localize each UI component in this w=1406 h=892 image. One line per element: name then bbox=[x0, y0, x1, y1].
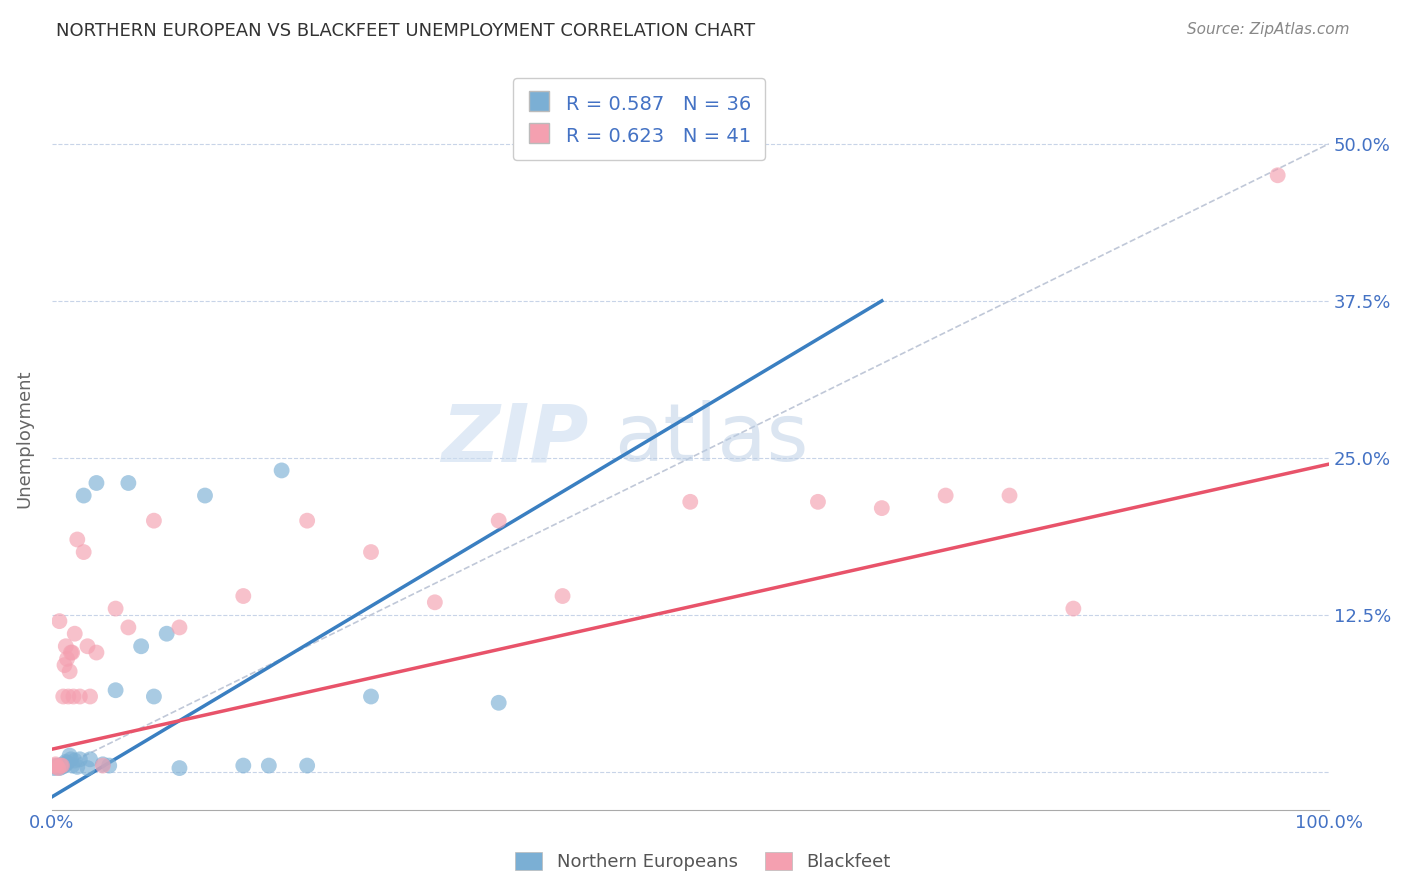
Point bbox=[52, 757, 75, 772]
Point bbox=[59, 665, 82, 679]
Point bbox=[48, 614, 70, 628]
Point bbox=[59, 748, 82, 763]
Point bbox=[45, 757, 67, 772]
Point bbox=[55, 755, 77, 769]
Point bbox=[76, 640, 98, 654]
Point bbox=[49, 758, 72, 772]
Point bbox=[63, 626, 86, 640]
Point bbox=[73, 545, 96, 559]
Point bbox=[807, 495, 830, 509]
Point bbox=[117, 475, 139, 490]
Point bbox=[44, 758, 66, 772]
Point bbox=[53, 758, 76, 772]
Point bbox=[194, 489, 217, 503]
Point bbox=[44, 761, 66, 775]
Point bbox=[142, 514, 165, 528]
Point bbox=[53, 658, 76, 673]
Point bbox=[1062, 601, 1084, 615]
Point bbox=[66, 760, 89, 774]
Legend: R = 0.587   N = 36, R = 0.623   N = 41: R = 0.587 N = 36, R = 0.623 N = 41 bbox=[513, 78, 765, 160]
Point bbox=[169, 620, 191, 634]
Point bbox=[1267, 168, 1289, 182]
Point bbox=[232, 758, 254, 772]
Point bbox=[56, 652, 79, 666]
Point bbox=[679, 495, 702, 509]
Point bbox=[60, 758, 83, 772]
Point bbox=[91, 757, 114, 772]
Point bbox=[55, 640, 77, 654]
Point bbox=[66, 533, 89, 547]
Point bbox=[360, 690, 382, 704]
Text: NORTHERN EUROPEAN VS BLACKFEET UNEMPLOYMENT CORRELATION CHART: NORTHERN EUROPEAN VS BLACKFEET UNEMPLOYM… bbox=[56, 22, 755, 40]
Point bbox=[58, 690, 80, 704]
Legend: Northern Europeans, Blackfeet: Northern Europeans, Blackfeet bbox=[508, 845, 898, 879]
Point bbox=[51, 758, 73, 772]
Point bbox=[63, 754, 86, 768]
Point bbox=[488, 696, 510, 710]
Point bbox=[56, 756, 79, 770]
Point bbox=[129, 640, 152, 654]
Point bbox=[142, 690, 165, 704]
Point bbox=[51, 760, 73, 774]
Point bbox=[169, 761, 191, 775]
Text: ZIP: ZIP bbox=[440, 400, 588, 478]
Point bbox=[295, 758, 318, 772]
Point bbox=[69, 690, 91, 704]
Point bbox=[488, 514, 510, 528]
Point bbox=[79, 752, 101, 766]
Point bbox=[45, 760, 67, 774]
Point bbox=[45, 758, 67, 772]
Point bbox=[270, 463, 292, 477]
Point bbox=[46, 760, 69, 774]
Point bbox=[104, 683, 127, 698]
Point bbox=[91, 758, 114, 772]
Point bbox=[59, 646, 82, 660]
Point bbox=[86, 646, 108, 660]
Point bbox=[73, 489, 96, 503]
Point bbox=[360, 545, 382, 559]
Point bbox=[870, 501, 893, 516]
Point bbox=[62, 690, 84, 704]
Point bbox=[257, 758, 280, 772]
Text: Source: ZipAtlas.com: Source: ZipAtlas.com bbox=[1187, 22, 1350, 37]
Text: atlas: atlas bbox=[613, 400, 808, 478]
Point bbox=[423, 595, 446, 609]
Point bbox=[935, 489, 957, 503]
Point bbox=[104, 601, 127, 615]
Point bbox=[98, 758, 121, 772]
Point bbox=[295, 514, 318, 528]
Point bbox=[79, 690, 101, 704]
Point bbox=[76, 761, 98, 775]
Point bbox=[48, 761, 70, 775]
Point bbox=[232, 589, 254, 603]
Point bbox=[117, 620, 139, 634]
Point bbox=[156, 626, 179, 640]
Point bbox=[551, 589, 574, 603]
Point bbox=[49, 758, 72, 772]
Point bbox=[69, 752, 91, 766]
Point bbox=[52, 690, 75, 704]
Point bbox=[998, 489, 1021, 503]
Y-axis label: Unemployment: Unemployment bbox=[15, 370, 32, 508]
Point bbox=[60, 646, 83, 660]
Point bbox=[45, 760, 67, 774]
Point bbox=[46, 761, 69, 775]
Point bbox=[59, 752, 82, 766]
Point bbox=[86, 475, 108, 490]
